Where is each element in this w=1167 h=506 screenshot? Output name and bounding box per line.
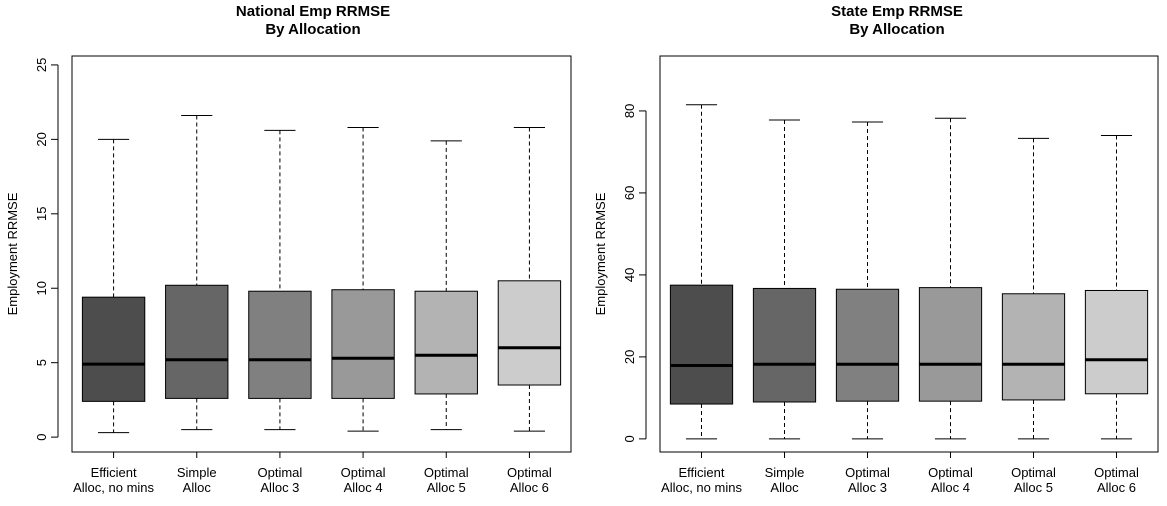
y-tick-label: 40 [622,268,637,282]
x-tick-label: Optimal Alloc 4 [341,465,386,495]
x-tick-label-line: Alloc 3 [260,480,299,495]
box-3 [835,121,900,440]
iqr-box [1001,293,1066,401]
chart-title: State Emp RRMSE By Allocation [831,3,963,38]
x-tick-label: Simple Alloc [765,465,805,495]
iqr-box [414,290,478,395]
x-tick-label: Optimal Alloc 5 [1011,465,1056,495]
box-1 [669,104,734,440]
x-tick-label-line: Simple [765,465,805,480]
x-tick-label-line: Alloc [770,480,799,495]
box-2 [752,119,817,440]
chart-title-line: By Allocation [265,21,360,38]
x-tick-label-line: Optimal [928,465,973,480]
plot-frame [71,55,572,453]
x-tick-label-line: Efficient [91,465,137,480]
y-axis-title: Employment RRMSE [593,192,608,315]
x-tick-label: Optimal Alloc 6 [507,465,552,495]
x-tick-label-line: Simple [177,465,217,480]
box-3 [248,129,312,431]
box-5 [414,140,478,431]
box-5 [1001,137,1066,440]
y-tick-label: 0 [34,433,49,440]
box-1 [81,138,146,434]
x-tick-label-line: Alloc 3 [848,480,887,495]
iqr-box [669,284,734,405]
x-tick-label: Optimal Alloc 5 [424,465,469,495]
y-axis-title: Employment RRMSE [5,192,20,315]
chart-national: National Emp RRMSE By Allocation 0 5 10 15 20 2… [5,3,572,495]
y-tick-label: 20 [622,350,637,364]
y-tick-label: 60 [622,186,637,200]
chart-title: National Emp RRMSE By Allocation [236,3,390,38]
y-tick-label: 20 [34,132,49,146]
box-6 [1084,135,1149,440]
iqr-box [835,288,900,402]
x-tick-label-line: Alloc 4 [344,480,383,495]
y-tick-label: 80 [622,104,637,118]
x-tick-label-line: Alloc 5 [427,480,466,495]
iqr-box [165,284,229,399]
x-tick-label-line: Alloc 6 [1097,480,1136,495]
y-tick-label: 0 [622,435,637,442]
x-tick-label: Optimal Alloc 6 [1094,465,1139,495]
chart-title-line: By Allocation [849,21,944,38]
x-tick-label-line: Alloc, no mins [661,480,742,495]
iqr-box [331,289,395,399]
x-tick-label-line: Optimal [424,465,469,480]
box-4 [918,117,983,440]
x-tick-label-line: Efficient [678,465,724,480]
x-tick-label: Optimal Alloc 3 [845,465,890,495]
iqr-box [248,290,312,399]
iqr-box [81,296,146,402]
chart-title-line: State Emp RRMSE [831,3,963,20]
box-2 [165,115,229,431]
iqr-box [1084,289,1149,395]
x-tick-label-line: Optimal [258,465,303,480]
iqr-box [752,287,817,403]
x-tick-label-line: Optimal [845,465,890,480]
x-tick-label-line: Alloc, no mins [73,480,154,495]
x-tick-label-line: Alloc [183,480,212,495]
iqr-box [918,287,983,402]
x-tick-label-line: Optimal [1094,465,1139,480]
y-tick-label: 5 [34,359,49,366]
y-tick-label: 25 [34,58,49,72]
y-tick-label: 10 [34,281,49,295]
y-tick-label: 15 [34,207,49,221]
x-tick-label: Optimal Alloc 3 [258,465,303,495]
x-tick-label: Optimal Alloc 4 [928,465,973,495]
chart-state: State Emp RRMSE By Allocation 0 20 40 60 80 Emp… [593,3,1159,495]
x-tick-label-line: Optimal [507,465,552,480]
x-tick-label-line: Alloc 4 [931,480,970,495]
box-4 [331,126,395,432]
iqr-box [497,280,562,386]
x-tick-label-line: Alloc 5 [1014,480,1053,495]
plot-frame [659,55,1159,453]
x-tick-label-line: Optimal [341,465,386,480]
x-tick-label-line: Optimal [1011,465,1056,480]
box-6 [497,126,562,432]
chart-title-line: National Emp RRMSE [236,3,390,20]
x-tick-label: Simple Alloc [177,465,217,495]
x-tick-label: Efficient Alloc, no mins [661,465,742,495]
x-tick-label-line: Alloc 6 [510,480,549,495]
x-tick-label: Efficient Alloc, no mins [73,465,154,495]
